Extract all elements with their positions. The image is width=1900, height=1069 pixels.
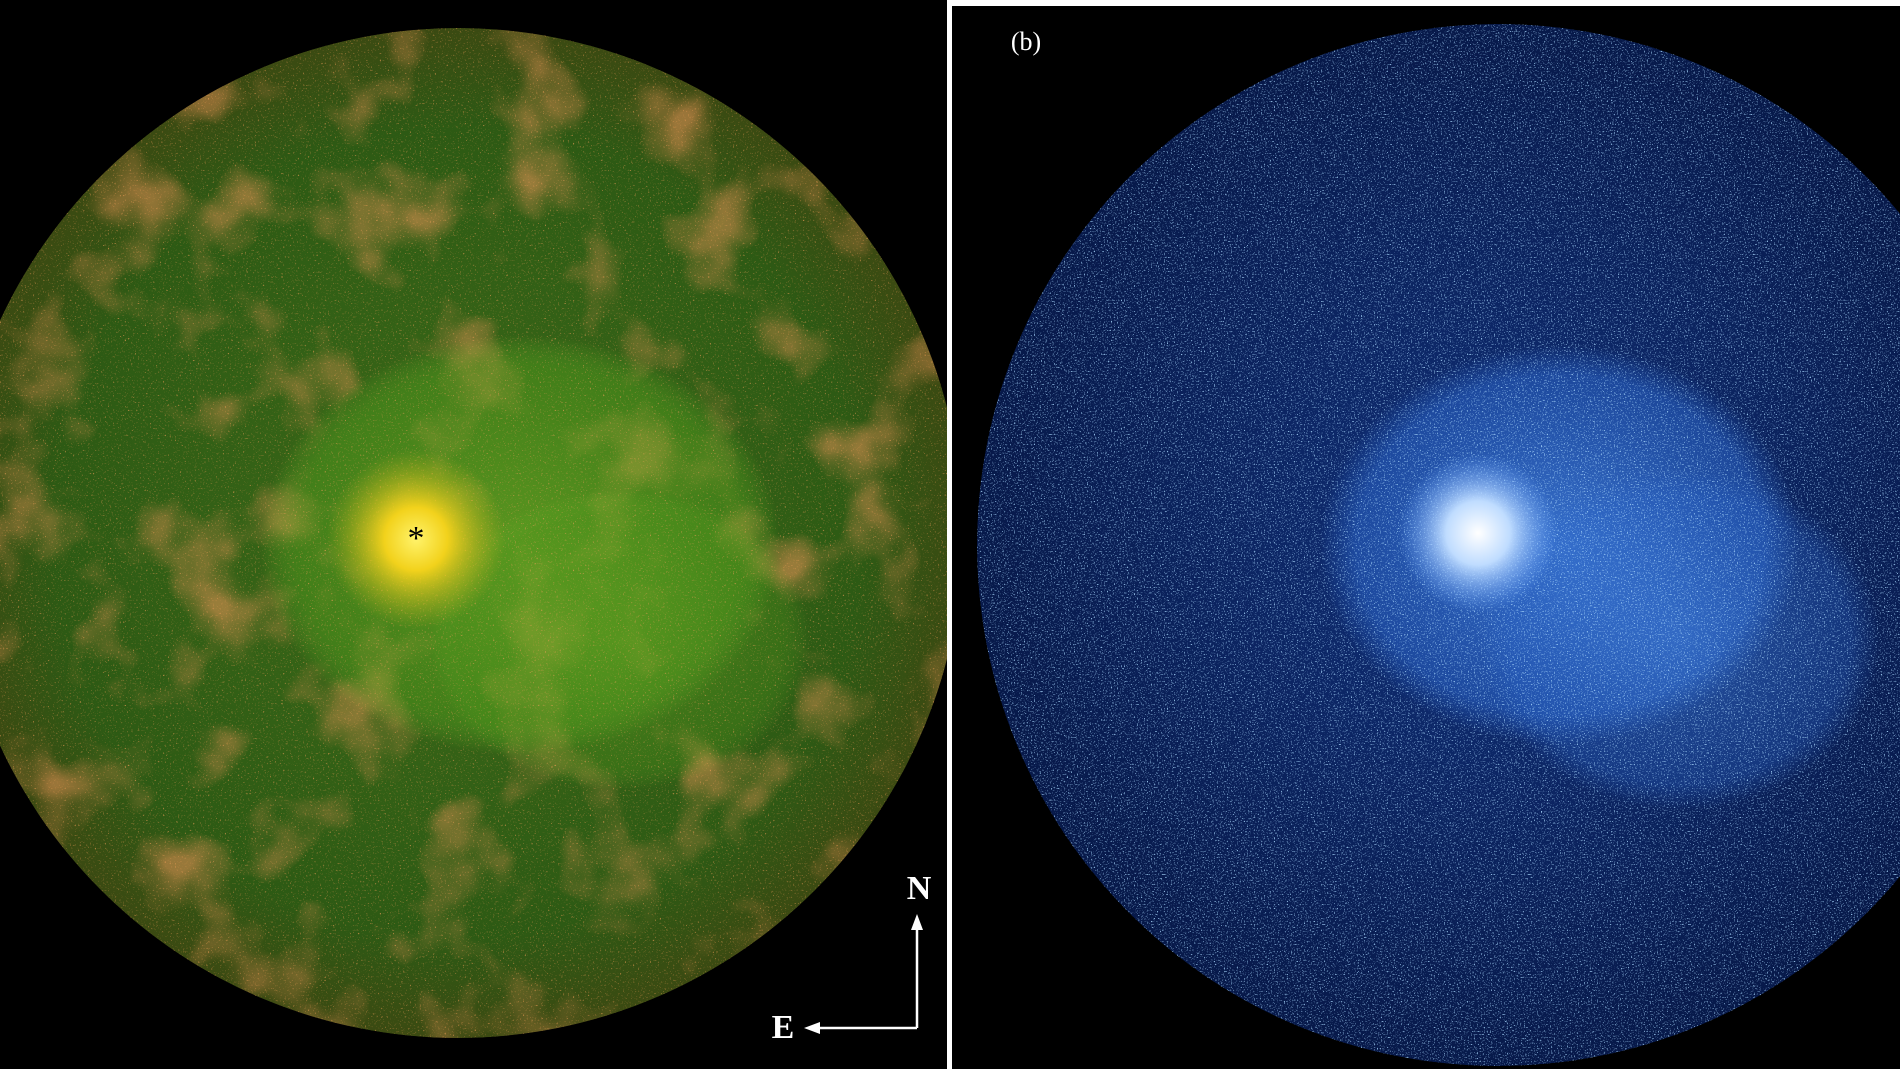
compass (804, 914, 923, 1034)
frame-top (952, 0, 1900, 6)
central-star-glow (326, 449, 506, 629)
compass-north: N (907, 870, 932, 907)
panel-a: * N E (0, 28, 948, 1046)
panel-label: (b) (1011, 27, 1041, 56)
central-star-glow (1398, 453, 1558, 613)
separator (947, 0, 952, 1069)
star-marker: * (408, 520, 425, 557)
panel-b: (b) (977, 24, 1900, 1066)
compass-east: E (772, 1009, 795, 1046)
